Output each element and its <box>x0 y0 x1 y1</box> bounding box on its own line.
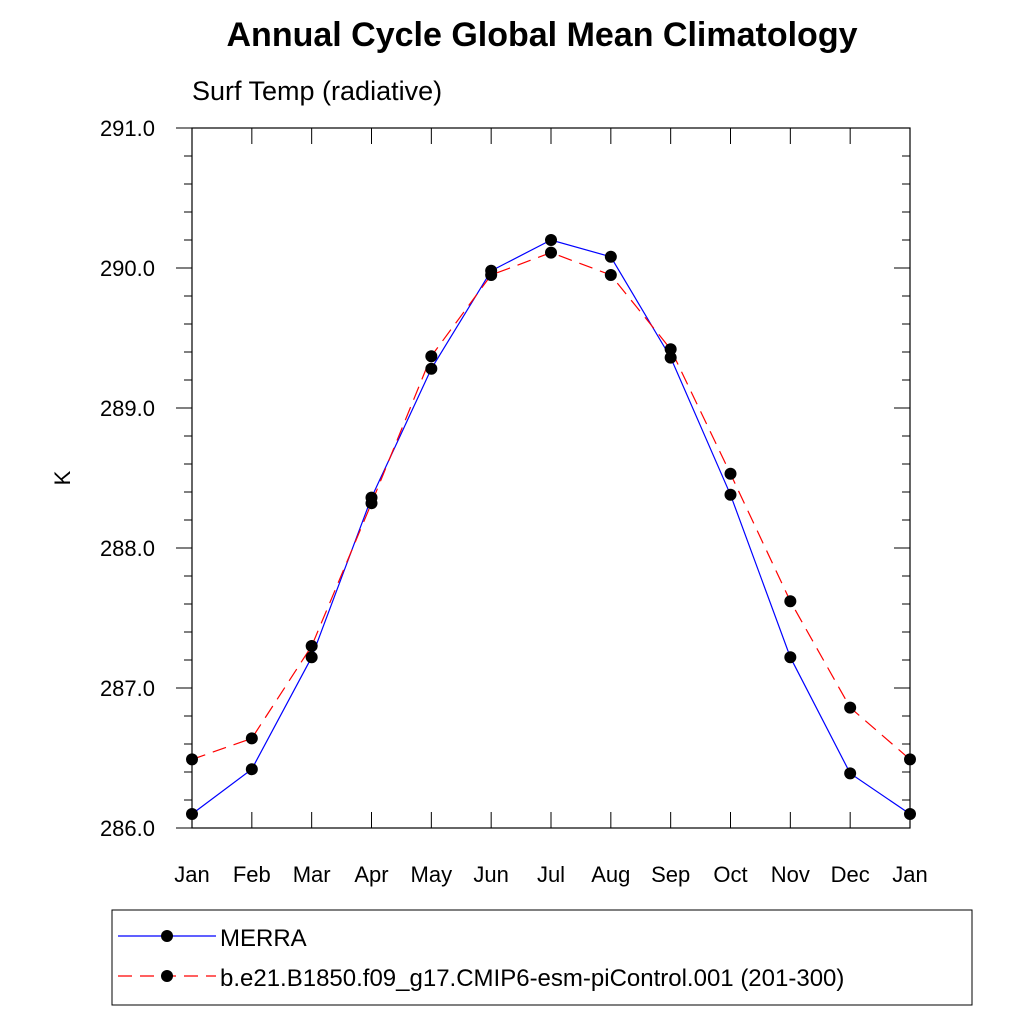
data-point-series-0 <box>664 351 677 364</box>
x-tick-label: May <box>411 862 453 887</box>
data-point-series-0 <box>604 250 617 263</box>
y-tick-label: 290.0 <box>100 256 155 281</box>
legend-label-cmip6: b.e21.B1850.f09_g17.CMIP6-esm-piControl.… <box>220 965 844 992</box>
data-point-series-0 <box>844 767 857 780</box>
legend-label-merra: MERRA <box>220 925 307 952</box>
x-tick-label: Nov <box>771 862 810 887</box>
data-point-series-1 <box>305 640 318 652</box>
y-tick-label: 287.0 <box>100 676 155 701</box>
x-tick-label: Mar <box>293 862 331 887</box>
data-point-series-0 <box>186 808 198 820</box>
legend-box <box>111 909 973 1006</box>
chart-title: Annual Cycle Global Mean Climatology <box>227 16 858 54</box>
x-tick-label: Oct <box>713 862 747 887</box>
data-series <box>186 234 916 820</box>
chart-subtitle: Surf Temp (radiative) <box>192 76 442 106</box>
legend-marker-merra <box>161 930 173 942</box>
legend-marker-cmip6 <box>161 970 173 982</box>
y-axis-label: K <box>50 470 75 485</box>
data-point-series-1 <box>664 343 677 356</box>
data-point-series-0 <box>545 234 557 246</box>
x-tick-label: Apr <box>354 862 388 887</box>
x-tick-label: Feb <box>233 862 271 887</box>
data-point-series-1 <box>545 246 557 259</box>
axis-ticks <box>176 127 911 829</box>
data-point-series-0 <box>245 763 258 776</box>
data-point-series-1 <box>844 701 857 714</box>
plot-frame <box>191 127 911 829</box>
data-point-series-0 <box>724 488 737 501</box>
y-tick-label: 291.0 <box>100 116 155 141</box>
x-tick-label: Jun <box>473 862 508 887</box>
x-tick-label: Dec <box>831 862 870 887</box>
data-point-series-1 <box>784 595 797 608</box>
data-point-series-1 <box>186 753 198 766</box>
y-tick-label: 286.0 <box>100 816 155 841</box>
x-tick-label: Aug <box>591 862 630 887</box>
data-point-series-1 <box>904 753 916 766</box>
x-tick-label: Sep <box>651 862 690 887</box>
y-tick-label: 288.0 <box>100 536 155 561</box>
data-point-series-0 <box>904 808 916 820</box>
data-point-series-0 <box>784 651 797 664</box>
x-tick-label: Jul <box>537 862 565 887</box>
data-point-series-0 <box>425 362 438 375</box>
series-line-1 <box>191 251 911 760</box>
x-tick-label: Jan <box>174 862 209 887</box>
data-point-series-1 <box>425 350 438 363</box>
data-point-series-1 <box>485 269 498 281</box>
y-tick-labels: 286.0 287.0 288.0 289.0 290.0 291.0 <box>100 116 155 841</box>
x-tick-labels: Jan Feb Mar Apr May Jun Jul Aug Sep Oct Nov Dec Jan <box>174 862 927 887</box>
y-tick-label: 289.0 <box>100 396 155 421</box>
data-point-series-1 <box>245 732 258 745</box>
x-tick-label: Jan <box>892 862 927 887</box>
legend: MERRA b.e21.B1850.f09_g17.CMIP6-esm-piCo… <box>111 909 973 1006</box>
data-point-series-1 <box>724 467 737 480</box>
series-line-0 <box>191 239 911 815</box>
data-point-series-0 <box>305 651 318 664</box>
data-point-series-1 <box>604 269 617 281</box>
data-point-series-1 <box>365 497 378 510</box>
